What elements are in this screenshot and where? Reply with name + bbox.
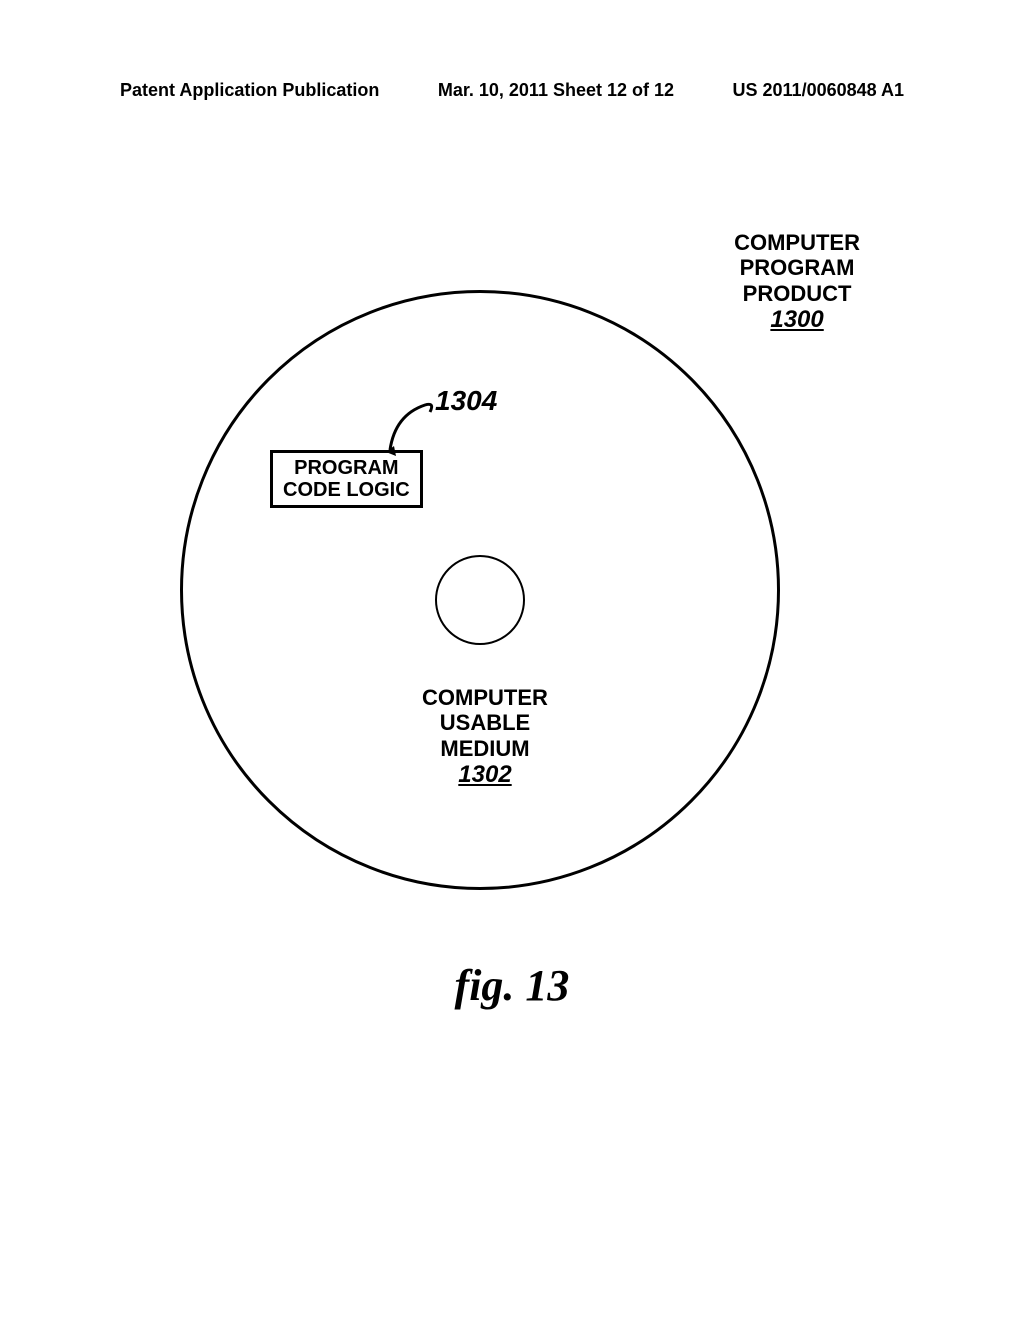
program-code-logic-box: PROGRAM CODE LOGIC: [270, 450, 423, 508]
computer-usable-medium-label: COMPUTER USABLE MEDIUM 1302: [385, 685, 585, 788]
computer-program-product-label: COMPUTER PROGRAM PRODUCT 1300: [734, 230, 860, 333]
header-publication: Patent Application Publication: [120, 80, 379, 101]
product-line1: COMPUTER: [734, 230, 860, 255]
medium-line3: MEDIUM: [385, 736, 585, 761]
code-ref-number: 1304: [435, 385, 497, 417]
header-patent-number: US 2011/0060848 A1: [733, 80, 904, 101]
medium-line1: COMPUTER: [385, 685, 585, 710]
product-line2: PROGRAM: [734, 255, 860, 280]
medium-line2: USABLE: [385, 710, 585, 735]
disc-inner-circle: [435, 555, 525, 645]
medium-ref-number: 1302: [385, 761, 585, 789]
code-box-line1: PROGRAM: [283, 457, 410, 479]
code-box-line2: CODE LOGIC: [283, 479, 410, 501]
figure-diagram: COMPUTER PROGRAM PRODUCT 1300 1304 PROGR…: [130, 230, 890, 990]
page-header: Patent Application Publication Mar. 10, …: [0, 80, 1024, 101]
header-date-sheet: Mar. 10, 2011 Sheet 12 of 12: [438, 80, 674, 101]
product-line3: PRODUCT: [734, 281, 860, 306]
product-ref-number: 1300: [734, 306, 860, 334]
figure-caption: fig. 13: [0, 960, 1024, 1011]
